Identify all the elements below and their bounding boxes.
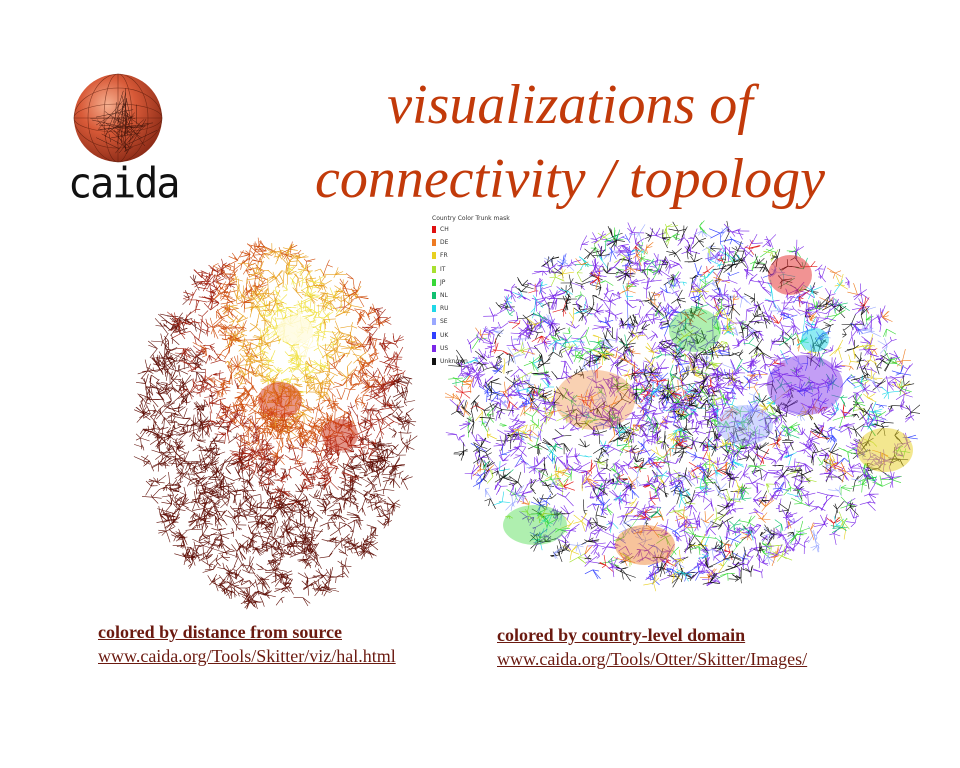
legend-item: UK — [432, 329, 522, 342]
legend-swatch — [432, 305, 436, 313]
legend-label: UK — [440, 331, 449, 339]
legend-label: FR — [440, 252, 448, 260]
legend-item: FR — [432, 249, 522, 262]
country-legend: Country Color Trunk mask CH DE FR IT JP NL RU S… — [432, 214, 522, 368]
legend-swatch — [432, 292, 436, 300]
legend-label: US — [440, 344, 449, 352]
legend-swatch — [432, 252, 436, 260]
page-title: visualizations of connectivity / topolog… — [230, 68, 910, 216]
legend-label: DE — [440, 239, 449, 247]
legend-label: RU — [440, 305, 449, 313]
legend-item: US — [432, 342, 522, 355]
legend-swatch — [432, 318, 436, 326]
title-line-1: visualizations of — [387, 74, 753, 136]
legend-swatch — [432, 357, 436, 365]
legend-swatch — [432, 239, 436, 247]
legend-swatch — [432, 265, 436, 273]
legend-label: SE — [440, 318, 448, 326]
country-topology-graph — [445, 220, 920, 592]
title-line-2: connectivity / topology — [314, 148, 826, 210]
legend-item: IT — [432, 263, 522, 276]
globe-icon — [73, 73, 163, 163]
legend-label: IT — [440, 265, 446, 273]
caption-left-link[interactable]: www.caida.org/Tools/Skitter/viz/hal.html — [98, 646, 396, 666]
legend-item: JP — [432, 276, 522, 289]
legend-label: JP — [440, 278, 446, 286]
distance-topology-graph — [133, 237, 418, 610]
caption-right-heading: colored by country-level domain — [497, 625, 746, 645]
legend-label: NL — [440, 292, 448, 300]
legend-swatch — [432, 331, 436, 339]
caption-left-heading: colored by distance from source — [98, 622, 342, 642]
legend-item: SE — [432, 315, 522, 328]
legend-item: NL — [432, 289, 522, 302]
caption-right-link[interactable]: www.caida.org/Tools/Otter/Skitter/Images… — [497, 649, 808, 669]
legend-title: Country Color Trunk mask — [432, 215, 510, 222]
legend-item: CH — [432, 223, 522, 236]
legend-swatch — [432, 278, 436, 286]
legend-item: Unknown — [432, 355, 522, 368]
legend-item: RU — [432, 302, 522, 315]
caida-logo: caida — [68, 72, 180, 209]
legend-swatch — [432, 226, 436, 234]
legend-label: Unknown — [440, 357, 468, 365]
caption-left: colored by distance from source www.caid… — [98, 620, 396, 668]
legend-label: CH — [440, 226, 449, 234]
legend-item: DE — [432, 236, 522, 249]
logo-text: caida — [68, 159, 180, 209]
legend-swatch — [432, 344, 436, 352]
caption-right: colored by country-level domain www.caid… — [497, 623, 807, 671]
